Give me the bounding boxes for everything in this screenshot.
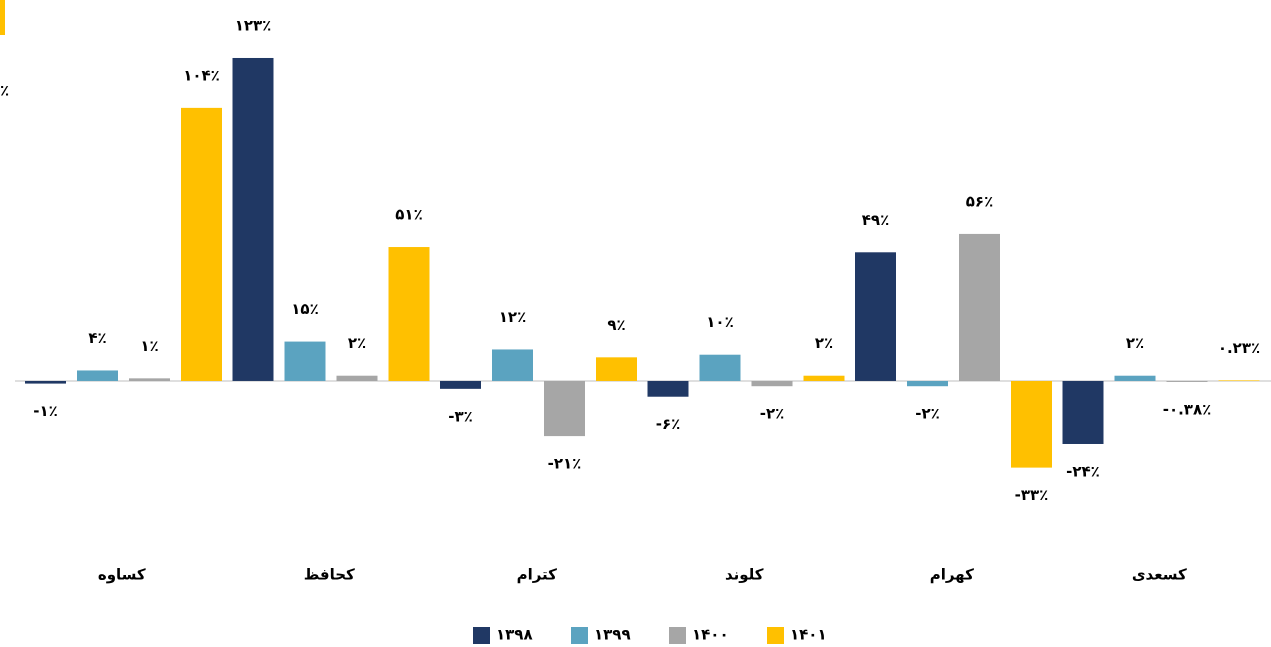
bar [284, 341, 326, 381]
bar [1166, 380, 1208, 382]
legend-swatch [473, 627, 490, 644]
value-label: ۰.۲۳٪ [1218, 339, 1260, 357]
bar [803, 375, 845, 381]
category-label: کحافظ [304, 566, 355, 584]
bar [492, 349, 533, 381]
value-label: -۲۴٪ [1066, 462, 1100, 480]
bar [232, 57, 274, 381]
category-label: کسعدی [1132, 566, 1187, 584]
value-label: -۲۱٪ [548, 455, 582, 473]
legend-label: ۱۴۰۰ [692, 626, 729, 644]
bar [959, 233, 1000, 381]
bar [699, 354, 741, 381]
value-label: -۰.۳۸٪ [1163, 400, 1212, 418]
bar [129, 378, 170, 381]
category-label: کترام [517, 566, 558, 584]
value-label: ۲٪ [348, 334, 366, 352]
bar [907, 380, 948, 387]
value-label: -۱٪ [33, 402, 58, 420]
value-label: -۳۳٪ [1015, 486, 1049, 504]
bar [1011, 380, 1052, 468]
value-label: -۶٪ [656, 415, 681, 433]
legend-swatch [767, 627, 784, 644]
category-label: کساوه [98, 566, 146, 584]
legend-label: ۱۳۹۹ [594, 626, 631, 644]
value-label: ۹٪ [607, 316, 625, 334]
bar [751, 380, 793, 387]
value-label: -۲٪ [760, 405, 785, 423]
bar [855, 252, 896, 381]
legend-swatch [571, 627, 588, 644]
value-label: ۱۵٪ [291, 300, 318, 318]
bar [544, 380, 585, 437]
value-label: ۴۹٪ [862, 211, 889, 229]
bar [77, 370, 118, 381]
value-label: ۵۱٪ [395, 206, 422, 224]
clipped-text: ٪ [0, 82, 9, 100]
value-label: ۱۰۴٪ [183, 66, 220, 84]
legend-label: ۱۴۰۱ [790, 626, 827, 644]
category-label: کهرام [930, 566, 974, 584]
value-label: ۱۲٪ [499, 308, 526, 326]
value-label: ۲٪ [1126, 334, 1144, 352]
value-label: ۱۲۳٪ [235, 16, 272, 34]
clipped-shape [0, 0, 5, 35]
bar [1114, 375, 1156, 381]
value-label: ۲٪ [815, 334, 833, 352]
bar [647, 380, 689, 397]
bar [1218, 380, 1260, 381]
bar [336, 375, 378, 381]
value-label: ۵۶٪ [966, 192, 993, 210]
legend-label: ۱۳۹۸ [496, 626, 533, 644]
value-label: ۱۰٪ [706, 313, 733, 331]
legend-swatch [669, 627, 686, 644]
bar [25, 380, 66, 384]
value-label: ۴٪ [88, 329, 106, 347]
bar [596, 357, 637, 381]
value-label: -۲٪ [915, 405, 940, 423]
category-label: کلوند [725, 566, 764, 584]
bar [181, 107, 222, 381]
bar [1062, 380, 1104, 444]
value-label: ۱٪ [140, 337, 158, 355]
bar [388, 247, 430, 381]
value-label: -۳٪ [448, 407, 473, 425]
bar [440, 380, 481, 389]
